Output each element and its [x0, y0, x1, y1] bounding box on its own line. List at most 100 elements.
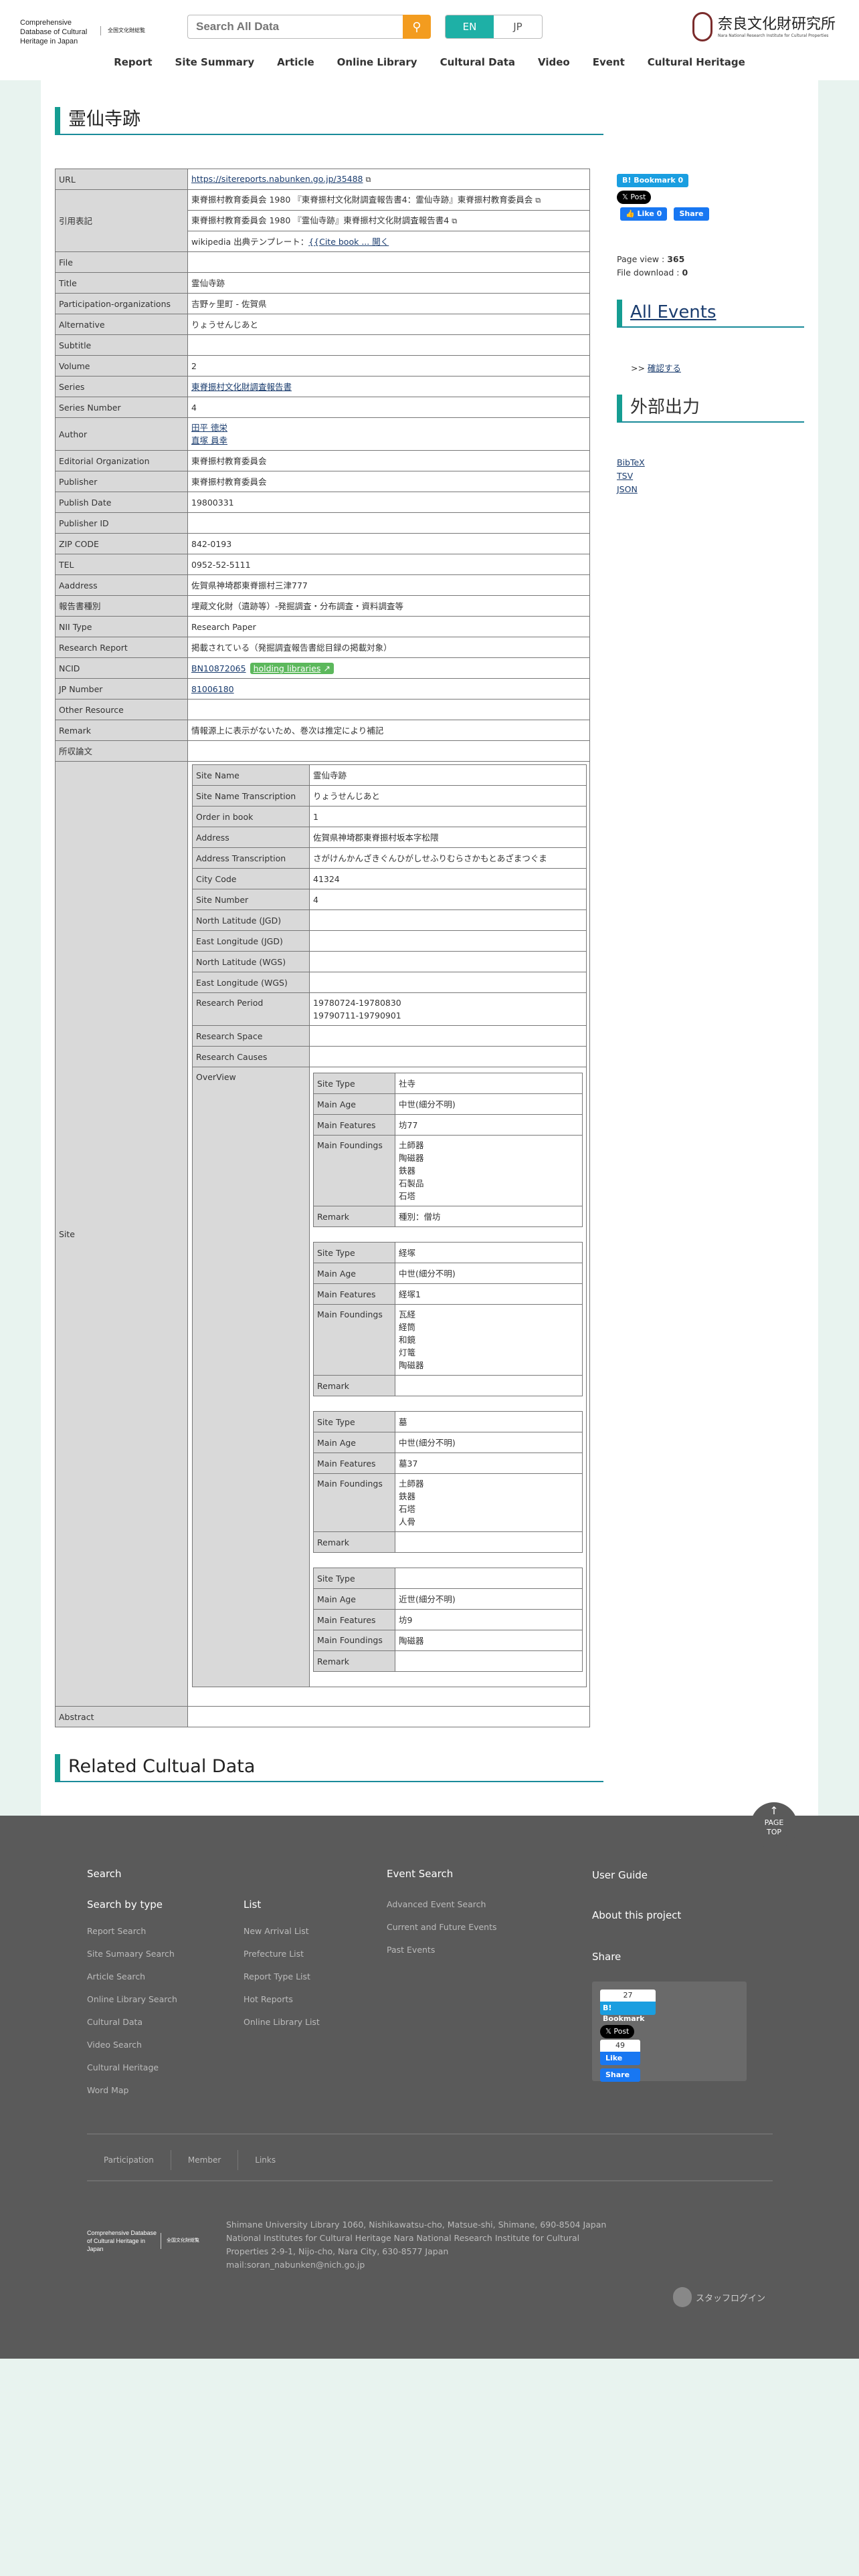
lang-en-button[interactable]: EN: [446, 15, 494, 38]
footer-list-link[interactable]: Hot Reports: [244, 1994, 293, 2004]
table-row: Remark: [313, 1650, 583, 1672]
table-row: North Latitude (WGS): [192, 951, 587, 972]
holding-libraries-button[interactable]: holding libraries ↗: [250, 662, 334, 674]
footer-search-link[interactable]: Cultural Data: [87, 2017, 143, 2027]
nav-item[interactable]: Site Summary: [175, 56, 255, 68]
footer-event-link[interactable]: Advanced Event Search: [387, 1899, 486, 1909]
footer-list-link[interactable]: Online Library List: [244, 2017, 320, 2027]
jp-number-link[interactable]: 81006180: [191, 683, 234, 694]
table-row: East Longitude (JGD): [192, 930, 587, 952]
footer-divider: [87, 2133, 773, 2135]
user-guide-link[interactable]: User Guide: [592, 1869, 648, 1881]
copy-icon[interactable]: ⧉: [365, 175, 371, 184]
footer-search-link[interactable]: Word Map: [87, 2085, 129, 2095]
author-link[interactable]: 田平 徳栄: [191, 423, 227, 433]
footer-search-column: Search Search by type Report Search Site …: [87, 1868, 177, 2102]
json-link[interactable]: JSON: [617, 484, 638, 494]
footer-address: Shimane University Library 1060, Nishika…: [226, 2220, 607, 2270]
table-row: Publisher 東脊振村教育委員会: [55, 471, 590, 492]
all-events-link[interactable]: All Events: [630, 302, 717, 322]
table-row: Site Type 経塚: [313, 1242, 583, 1263]
table-row: Author 田平 徳栄 直塚 員幸: [55, 417, 590, 451]
search-bar: ⚲: [187, 15, 431, 39]
nav-item[interactable]: Cultural Heritage: [647, 56, 745, 68]
table-row: Site Number 4: [192, 889, 587, 910]
copy-icon[interactable]: ⧉: [452, 217, 458, 225]
author-link[interactable]: 直塚 員幸: [191, 435, 227, 445]
footer-like-button[interactable]: Like: [600, 2052, 640, 2065]
series-link[interactable]: 東脊振村文化財調査報告書: [191, 381, 292, 392]
url-link[interactable]: https://sitereports.nabunken.go.jp/35488: [191, 174, 363, 184]
footer-list-link[interactable]: Report Type List: [244, 1971, 310, 1981]
footer-search-link[interactable]: Report Search: [87, 1926, 147, 1936]
table-row: Series Number 4: [55, 397, 590, 418]
footer-share-button[interactable]: Share: [600, 2068, 640, 2082]
footer-bottom-links: Participation Member Links: [87, 2150, 292, 2170]
table-row: JP Number 81006180: [55, 678, 590, 700]
footer-event-link[interactable]: Current and Future Events: [387, 1922, 497, 1932]
copy-icon[interactable]: ⧉: [535, 196, 541, 205]
export-links: BibTeX TSV JSON: [617, 456, 645, 496]
site-logo[interactable]: Comprehensive Database of Cultural Herit…: [20, 18, 495, 46]
footer-search-link[interactable]: Site Sumaary Search: [87, 1949, 175, 1959]
table-row: ZIP CODE 842-0193: [55, 533, 590, 554]
table-row: Site Type 社寺: [313, 1073, 583, 1094]
footer-logo[interactable]: Comprehensive Database of Cultural Herit…: [87, 2230, 199, 2252]
participation-link[interactable]: Participation: [104, 2155, 154, 2165]
about-link[interactable]: About this project: [592, 1909, 682, 1921]
footer-bookmark-button[interactable]: B! Bookmark: [600, 2002, 656, 2023]
page-stats: Page view : 365 File download : 0: [617, 254, 688, 278]
footer-search-link[interactable]: Video Search: [87, 2040, 142, 2050]
page-top-button[interactable]: ↑ PAGE TOP: [751, 1802, 797, 1849]
page-bottom-spacer: [0, 2359, 859, 2569]
x-post-button[interactable]: 𝕏 Post: [617, 191, 652, 204]
thumbs-up-icon: 👍: [626, 209, 635, 218]
table-row: Main Foundings 土師器 陶磁器 鉄器 石製品 石塔: [313, 1135, 583, 1206]
search-button[interactable]: ⚲: [403, 15, 431, 39]
overview-table: Site Type 社寺 Main Age 中世(細分不明) Main Features…: [313, 1073, 583, 1227]
nara-institute-logo[interactable]: 奈良文化財研究所 Nara National Research Institute…: [692, 12, 836, 41]
table-row: Aaddress 佐賀県神埼郡東脊振村三津777: [55, 574, 590, 596]
lang-jp-button[interactable]: JP: [513, 21, 522, 33]
footer-event-link[interactable]: Past Events: [387, 1945, 436, 1955]
nav-item[interactable]: Article: [277, 56, 314, 68]
hatena-bookmark-button[interactable]: B! Bookmark 0: [617, 174, 689, 187]
table-row: Main Features 墓37: [313, 1453, 583, 1474]
table-row: Abstract: [55, 1706, 590, 1727]
table-row: Main Age 中世(細分不明): [313, 1263, 583, 1284]
facebook-like-button[interactable]: 👍 Like 0: [620, 207, 668, 221]
footer-list-link[interactable]: Prefecture List: [244, 1949, 304, 1959]
nav-item[interactable]: Online Library: [337, 56, 417, 68]
search-input[interactable]: [187, 15, 403, 39]
table-row: Publish Date 19800331: [55, 492, 590, 513]
table-row: Site Site Name 霊仙寺跡 Site Name Transcription…: [55, 761, 590, 1707]
table-row: Site Name Transcription りょうせんじあと: [192, 785, 587, 807]
page-title: 霊仙寺跡: [55, 107, 603, 135]
social-buttons: B! Bookmark 0 𝕏 Post 👍 Like 0 Share: [617, 174, 804, 221]
table-row: Main Age 中世(細分不明): [313, 1432, 583, 1453]
overview-table: Site Type 経塚 Main Age 中世(細分不明) Main Features…: [313, 1242, 583, 1396]
staff-login-link[interactable]: スタッフログイン: [673, 2287, 765, 2307]
facebook-share-button[interactable]: Share: [674, 207, 709, 221]
ncid-link[interactable]: BN10872065: [191, 663, 246, 673]
footer-post-button[interactable]: 𝕏 Post: [600, 2025, 635, 2038]
cite-book-link[interactable]: {{Cite book ... 開く: [308, 236, 389, 247]
footer-list-link[interactable]: New Arrival List: [244, 1926, 309, 1936]
links-link[interactable]: Links: [237, 2150, 292, 2170]
table-row: File: [55, 251, 590, 273]
table-row: Subtitle: [55, 334, 590, 356]
confirm-link[interactable]: 確認する: [647, 363, 681, 373]
table-row: Remark 種別：僧坊: [313, 1206, 583, 1227]
nav-item[interactable]: Video: [538, 56, 570, 68]
bibtex-link[interactable]: BibTeX: [617, 457, 645, 467]
tsv-link[interactable]: TSV: [617, 471, 634, 481]
nav-item[interactable]: Event: [592, 56, 625, 68]
member-link[interactable]: Member: [170, 2150, 237, 2170]
footer-search-link[interactable]: Cultural Heritage: [87, 2062, 159, 2072]
footer-search-link[interactable]: Article Search: [87, 1971, 146, 1981]
footer-search-link[interactable]: Online Library Search: [87, 1994, 177, 2004]
nav-item[interactable]: Report: [114, 56, 153, 68]
nav-item[interactable]: Cultural Data: [440, 56, 515, 68]
table-row: Order in book 1: [192, 806, 587, 827]
table-row: Remark: [313, 1375, 583, 1396]
